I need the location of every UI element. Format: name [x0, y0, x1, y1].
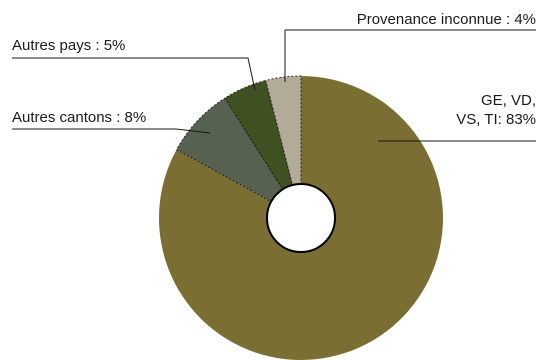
slice-label-line: GE, VD,: [481, 92, 536, 109]
slice-label-line: Autres cantons : 8%: [12, 109, 146, 126]
leader-line: [12, 128, 211, 134]
slice-label-line: VS, TI: 83%: [456, 111, 536, 128]
slice-label: Autres cantons : 8%: [12, 109, 146, 126]
leader-line: [12, 57, 256, 91]
pie-slice: [224, 79, 302, 219]
slice-label-line: Autres pays : 5%: [12, 37, 125, 54]
chart-labels: GE, VD, VS, TI: 83% Autres cantons : 8% Aut…: [12, 11, 536, 128]
slice-label: GE, VD, VS, TI: 83%: [456, 92, 536, 128]
slice-label: Autres pays : 5%: [12, 37, 125, 54]
slice-label: Provenance inconnue : 4%: [357, 11, 536, 28]
donut-center-hole: [266, 183, 336, 253]
pie-slice: [265, 75, 302, 219]
slice-label-line: Provenance inconnue : 4%: [357, 11, 536, 28]
chart-leader-lines: [12, 29, 536, 142]
leader-line: [284, 29, 536, 82]
